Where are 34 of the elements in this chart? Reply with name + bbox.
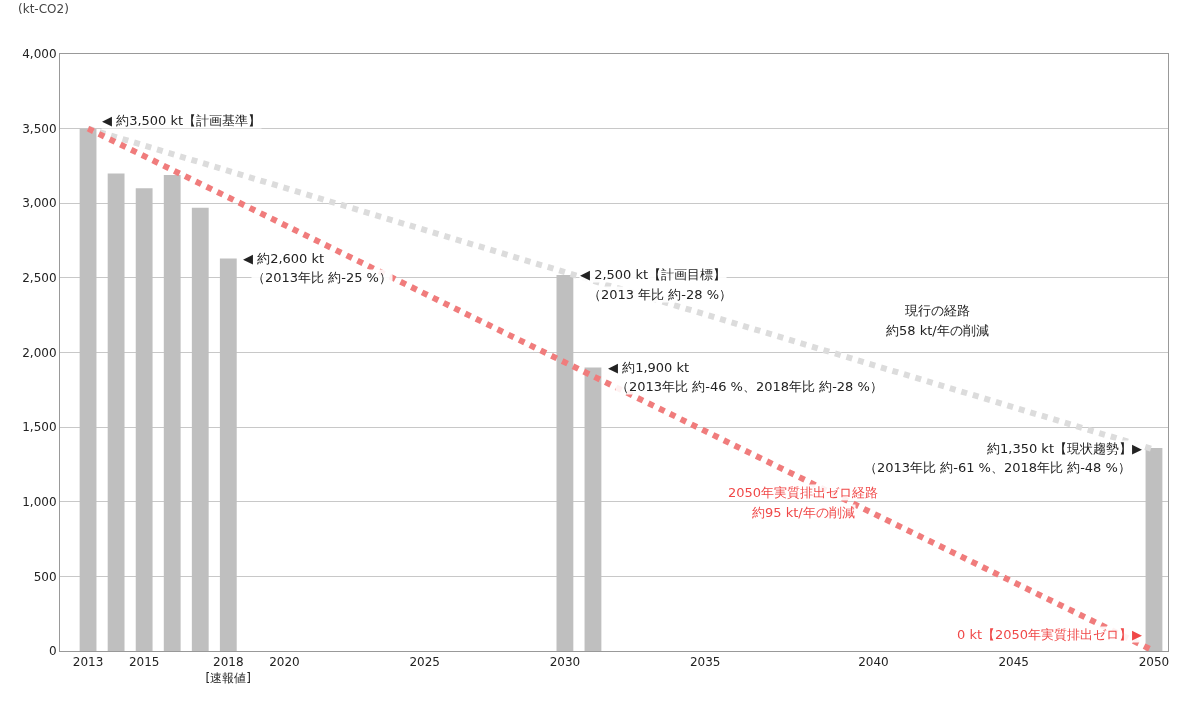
y-tick-label: 2,000 [22, 345, 57, 360]
y-tick-label: 3,000 [22, 196, 57, 211]
annotation: （2013年比 約-46 %、2018年比 約-28 %） [616, 379, 883, 394]
x-tick-label: 2015 [128, 655, 160, 670]
y-tick-label: 4,000 [22, 47, 57, 62]
x-tick-label: 2050 [1138, 655, 1170, 670]
x-tick-label: 2030 [549, 655, 581, 670]
annotation: ◀ 約1,900 kt [608, 360, 690, 375]
annotation: （2013年比 約-25 %） [252, 270, 392, 285]
x-tick-label: 2020 [269, 655, 300, 670]
annotation: 0 kt【2050年実質排出ゼロ】▶ [957, 627, 1143, 642]
x-tick-label: 2040 [858, 655, 889, 670]
annotation: 約58 kt/年の削減 [886, 323, 989, 338]
y-tick-label: 1,500 [22, 420, 57, 435]
annotation: （2013年比 約-61 %、2018年比 約-48 %） [864, 460, 1131, 475]
annotation: （2013 年比 約-28 %） [588, 287, 733, 302]
annotation: 約95 kt/年の削減 [752, 505, 855, 520]
annotation: ◀ 約3,500 kt【計画基準】 [102, 113, 262, 128]
annotation: 約1,350 kt【現状趨勢】▶ [987, 441, 1142, 456]
y-tick-label: 2,500 [22, 271, 57, 286]
y-tick-label: 0 [48, 644, 57, 659]
y-tick-label: 500 [33, 569, 57, 584]
annotation: 2050年実質排出ゼロ経路 [728, 485, 879, 500]
annotation: ◀ 2,500 kt【計画目標】 [580, 267, 727, 282]
x-tick-label: 2013 [72, 655, 104, 670]
y-axis-title: (kt-CO2) [18, 2, 69, 16]
annotation: ◀ 約2,600 kt [243, 251, 325, 266]
x-tick-label: 2045 [998, 655, 1029, 670]
x-tick-label: 2025 [409, 655, 440, 670]
x-tick-label: 2018 [速報値] [205, 655, 251, 685]
annotation: 現行の経路 [905, 303, 970, 318]
x-tick-label: 2035 [689, 655, 721, 670]
y-tick-label: 1,000 [22, 494, 57, 509]
y-tick-label: 3,500 [22, 121, 57, 136]
